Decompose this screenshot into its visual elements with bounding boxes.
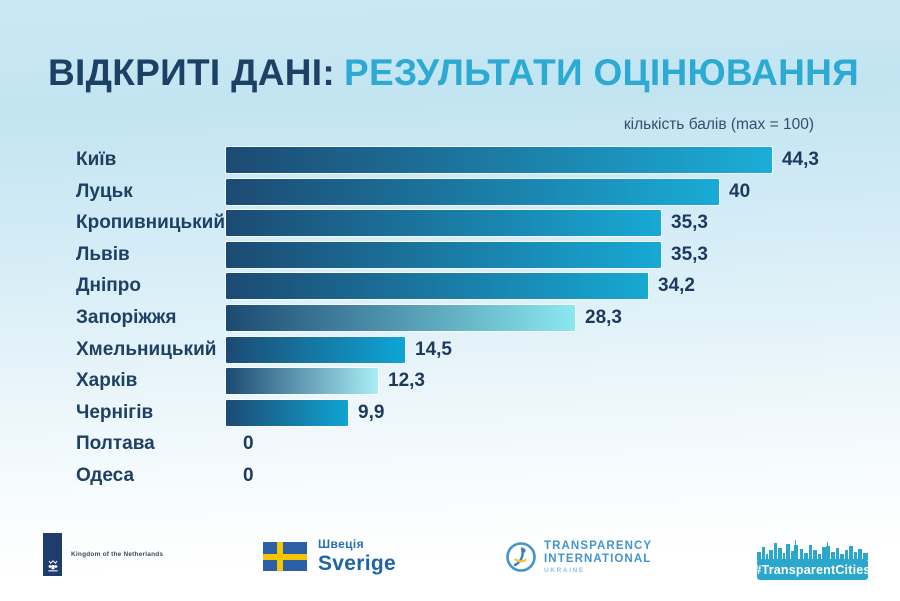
category-label: Полтава [76, 433, 155, 455]
sweden-label-ukrainian: Швеція [318, 537, 365, 551]
logo-kingdom-of-netherlands: Kingdom of the Netherlands [43, 533, 163, 576]
chart-row: Київ 44,3 [0, 147, 900, 173]
chart-row: Дніпро 34,2 [0, 273, 900, 300]
bar-value-label: 35,3 [671, 243, 708, 265]
bar-value-label: 44,3 [782, 149, 819, 170]
sweden-label-swedish: Sverige [318, 552, 396, 575]
nl-emblem-bar [43, 533, 62, 576]
logo-transparent-cities: #TransparentCities [754, 538, 871, 580]
bar-value-label: 12,3 [388, 370, 425, 392]
chart-bar [226, 336, 405, 363]
chart-bar [226, 305, 575, 331]
category-label: Чернігів [76, 401, 154, 423]
chart-bar [226, 210, 661, 237]
title-accent-part: РЕЗУЛЬТАТИ ОЦІНЮВАННЯ [343, 52, 860, 93]
chart-row: Кропивницький 35,3 [0, 210, 900, 237]
bar-value-label: 40 [729, 180, 751, 202]
chart-row: Луцьк 40 [0, 178, 900, 205]
bar-chart: Київ 44,3 Луцьк 40 Кропивницький 35,3 Львів 35,… [0, 147, 900, 522]
chart-bar [226, 273, 648, 300]
nl-crest-icon [47, 560, 58, 572]
logo-transparency-international: TRANSPARENCY INTERNATIONAL UKRAINE [505, 540, 652, 574]
ti-label-line1: TRANSPARENCY [544, 540, 653, 552]
category-label: Харків [76, 370, 138, 392]
category-label: Кропивницький [76, 212, 226, 234]
nl-label: Kingdom of the Netherlands [71, 551, 164, 558]
chart-row: Львів 35,3 [0, 241, 900, 268]
chart-bar [226, 178, 719, 205]
chart-row: Запоріжжя 28,3 [0, 305, 900, 331]
chart-bar [226, 399, 348, 426]
transparent-cities-label: #TransparentCities [754, 562, 871, 577]
transparent-cities-badge: #TransparentCities [754, 559, 871, 580]
chart-bar [226, 241, 661, 268]
footer-logos: Kingdom of the Netherlands Швеція Sverig… [0, 528, 900, 593]
chart-row: Харків 12,3 [0, 368, 900, 395]
ti-label-block: TRANSPARENCY INTERNATIONAL UKRAINE [544, 540, 652, 574]
page-title: ВІДКРИТІ ДАНІ: РЕЗУЛЬТАТИ ОЦІНЮВАННЯ [48, 52, 859, 93]
bar-value-label: 28,3 [585, 307, 622, 328]
chart-row: Чернігів 9,9 [0, 399, 900, 426]
category-label: Луцьк [76, 180, 133, 202]
city-skyline-icon [757, 540, 868, 560]
category-label: Дніпро [76, 275, 141, 297]
ti-label-line3: UKRAINE [544, 567, 585, 575]
category-label: Хмельницький [76, 338, 217, 360]
category-label: Львів [76, 243, 130, 265]
sweden-flag-icon [263, 542, 307, 571]
bar-value-label: 9,9 [358, 401, 385, 423]
chart-bar [226, 147, 772, 173]
title-dark-part: ВІДКРИТІ ДАНІ: [48, 52, 335, 93]
category-label: Запоріжжя [76, 307, 177, 328]
category-label: Одеса [76, 465, 135, 486]
bar-value-label: 35,3 [671, 212, 708, 234]
chart-note: кількість балів (max = 100) [623, 116, 814, 133]
globe-icon [506, 542, 536, 573]
category-label: Київ [76, 149, 117, 170]
logo-sweden: Швеція Sverige [263, 537, 396, 576]
sweden-label-block: Швеція Sverige [318, 537, 396, 576]
ti-label-line2: INTERNATIONAL [544, 552, 652, 565]
chart-row: Одеса 0 [0, 463, 900, 489]
bar-value-label: 14,5 [415, 338, 452, 360]
chart-bar [226, 368, 378, 395]
bar-value-label: 34,2 [658, 275, 695, 297]
bar-value-label: 0 [243, 433, 254, 455]
chart-row: Полтава 0 [0, 431, 900, 457]
chart-row: Хмельницький 14,5 [0, 336, 900, 363]
bar-value-label: 0 [243, 465, 254, 486]
